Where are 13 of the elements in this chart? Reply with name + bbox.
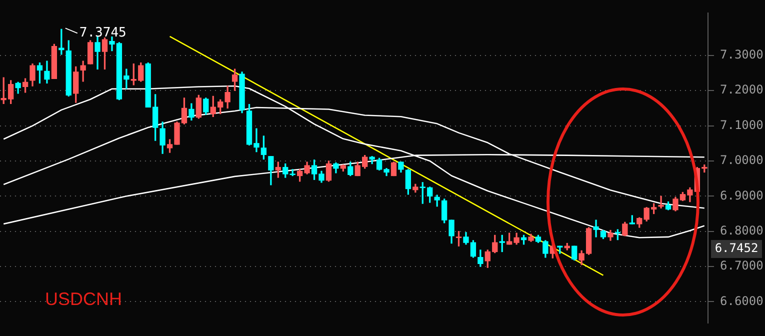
y-tick-label: 6.6000 xyxy=(720,294,764,308)
text: USDCNH xyxy=(45,288,122,309)
y-tick-label: 6.7000 xyxy=(720,258,764,273)
y-tick-label: 6.8000 xyxy=(720,223,764,238)
candlestick xyxy=(658,196,664,208)
y-tick-label: 7.2000 xyxy=(720,82,764,97)
y-tick-label: 6.9000 xyxy=(720,188,764,202)
annotation: 7.3745 xyxy=(79,26,126,41)
y-tick-label: 7.3000 xyxy=(720,48,764,62)
y-tick-label: 7.1000 xyxy=(720,118,764,132)
text: 6.7452 xyxy=(714,241,758,256)
y-tick-label: 7.0000 xyxy=(720,153,764,168)
candlestick xyxy=(593,220,599,238)
